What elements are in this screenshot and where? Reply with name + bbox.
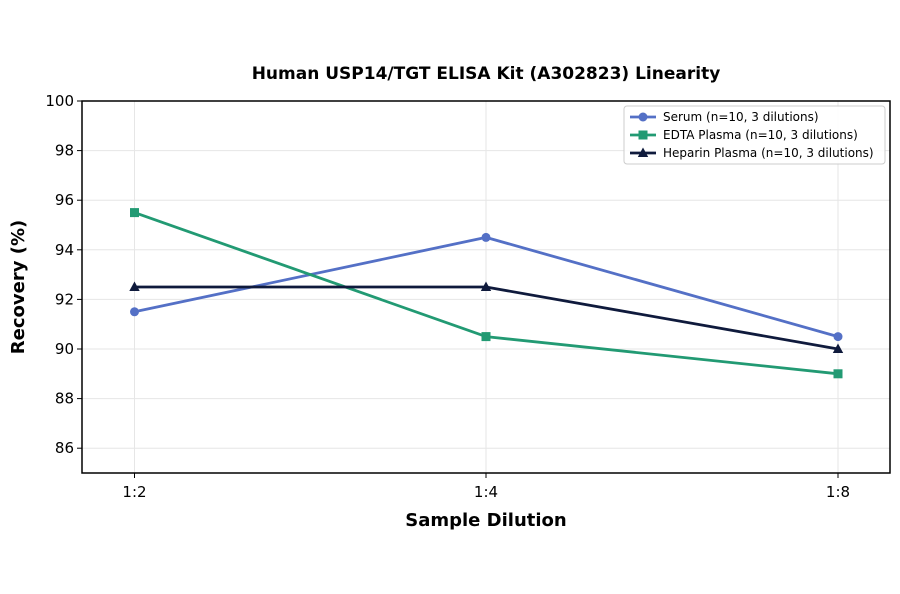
data-point bbox=[130, 208, 139, 218]
legend-marker bbox=[637, 147, 649, 157]
data-point bbox=[481, 332, 491, 342]
data-point bbox=[832, 343, 844, 353]
y-tick-label: 90 bbox=[55, 340, 74, 358]
x-axis-ticks: 1:2 1:4 1:8 bbox=[122, 473, 850, 501]
legend-item: Heparin Plasma (n=10, 3 dilutions) bbox=[630, 146, 874, 160]
y-tick-label: 88 bbox=[55, 390, 74, 408]
y-tick-label: 92 bbox=[55, 290, 74, 308]
data-point bbox=[833, 332, 843, 342]
legend-marker bbox=[638, 112, 648, 122]
x-tick-label: 1:8 bbox=[826, 483, 850, 501]
series-layer bbox=[129, 208, 844, 379]
legend-label: Heparin Plasma (n=10, 3 dilutions) bbox=[663, 146, 874, 160]
legend-box bbox=[623, 105, 886, 165]
y-tick-label: 100 bbox=[45, 92, 74, 110]
data-point bbox=[129, 281, 140, 291]
data-point bbox=[480, 281, 492, 291]
series-3 bbox=[129, 281, 844, 353]
x-tick-label: 1:2 bbox=[122, 483, 146, 501]
legend-marker bbox=[638, 130, 648, 140]
y-tick-label: 98 bbox=[55, 142, 74, 160]
y-tick-label: 86 bbox=[55, 439, 74, 457]
y-tick-label: 96 bbox=[55, 191, 74, 209]
y-tick-label: 94 bbox=[55, 241, 74, 259]
data-point bbox=[130, 307, 139, 317]
legend-item: Serum (n=10, 3 dilutions) bbox=[630, 110, 819, 124]
y-axis-label: Recovery (%) bbox=[8, 220, 29, 354]
data-point bbox=[833, 369, 843, 379]
legend-item: EDTA Plasma (n=10, 3 dilutions) bbox=[630, 128, 858, 142]
series-2 bbox=[130, 208, 843, 379]
legend: Serum (n=10, 3 dilutions) EDTA Plasma (n=… bbox=[623, 105, 886, 165]
legend-label: Serum (n=10, 3 dilutions) bbox=[663, 110, 819, 124]
y-axis-ticks: 86 88 90 92 94 96 98 100 bbox=[45, 92, 82, 457]
chart-title: Human USP14/TGT ELISA Kit (A302823) Line… bbox=[252, 64, 721, 84]
data-point bbox=[481, 232, 491, 242]
legend-label: EDTA Plasma (n=10, 3 dilutions) bbox=[663, 128, 858, 142]
x-axis-label: Sample Dilution bbox=[405, 510, 566, 531]
x-tick-label: 1:4 bbox=[474, 483, 498, 501]
